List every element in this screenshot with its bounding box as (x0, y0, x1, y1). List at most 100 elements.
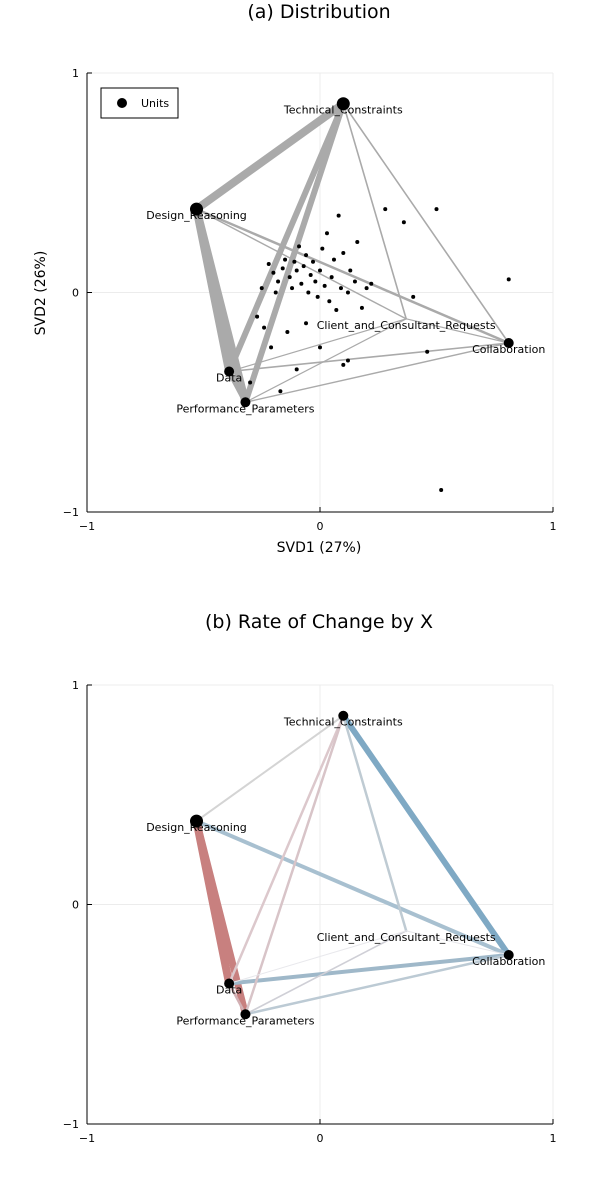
x-tick-label: 1 (550, 1132, 557, 1145)
panel-a-ylabel: SVD2 (26%) (33, 251, 49, 336)
y-tick-label: −1 (63, 506, 79, 519)
unit-point (301, 264, 306, 269)
x-tick-label: −1 (79, 520, 95, 533)
edge-line (405, 930, 510, 956)
panel-b: (b) Rate of Change by X −1 0 1 −1 0 1 Technic… (63, 611, 557, 1145)
edge-line (340, 712, 512, 958)
unit-point (304, 253, 309, 258)
panel-a-title: (a) Distribution (247, 1, 390, 23)
panel-a-units (248, 207, 511, 493)
unit-point (294, 268, 299, 273)
panel-b-title: (b) Rate of Change by X (205, 611, 433, 633)
unit-point (271, 270, 276, 275)
unit-point (329, 275, 334, 280)
unit-point (327, 299, 332, 304)
node-label: Performance_Parameters (176, 1014, 314, 1027)
node-label: Performance_Parameters (176, 402, 314, 415)
node-label: Data (216, 372, 242, 385)
edge-line (227, 714, 345, 985)
node-label: Data (216, 984, 242, 997)
unit-point (345, 290, 350, 295)
unit-point (276, 279, 281, 284)
edge-line (227, 952, 511, 986)
y-tick-label: 0 (72, 287, 79, 300)
y-tick-label: 1 (72, 67, 79, 80)
unit-point (297, 244, 302, 249)
edge-line (192, 99, 348, 214)
unit-point (439, 488, 444, 493)
edge-line (244, 714, 345, 1016)
edge-line (226, 369, 248, 405)
unit-point (304, 321, 309, 326)
edge-line (226, 100, 347, 375)
node-label: Design_Reasoning (146, 209, 247, 222)
unit-point (369, 281, 374, 286)
edge-line (228, 342, 510, 373)
node-point (503, 337, 514, 348)
unit-point (311, 259, 316, 264)
edge-line (228, 930, 407, 985)
edge-line (195, 714, 345, 823)
unit-point (306, 290, 311, 295)
unit-point (336, 213, 341, 218)
x-tick-label: 1 (550, 520, 557, 533)
unit-point (383, 207, 388, 212)
node-label: Client_and_Consultant_Requests (317, 319, 496, 332)
unit-point (273, 290, 278, 295)
unit-point (345, 358, 350, 363)
edge-line (242, 100, 347, 406)
unit-point (401, 220, 406, 225)
y-tick-label: −1 (63, 1118, 79, 1131)
unit-point (299, 281, 304, 286)
x-tick-label: −1 (79, 1132, 95, 1145)
node-point (190, 202, 204, 216)
edge-line (244, 342, 510, 403)
panel-a-node-labels: Technical_Constraints Design_Reasoning Cli… (146, 104, 545, 416)
node-point (503, 949, 514, 960)
unit-point (262, 325, 267, 330)
panel-a-edges (192, 99, 510, 407)
edge-line (342, 714, 408, 933)
unit-point (341, 362, 346, 367)
unit-point (278, 389, 283, 394)
unit-point (425, 349, 430, 354)
unit-point (434, 207, 439, 212)
unit-point (324, 231, 329, 236)
unit-point (341, 250, 346, 255)
unit-point (313, 279, 318, 284)
unit-point (318, 345, 322, 350)
edge-line (244, 318, 407, 403)
unit-point (411, 294, 416, 299)
unit-point (266, 261, 271, 266)
unit-point (292, 259, 297, 264)
edge-line (244, 930, 408, 1016)
unit-point (290, 286, 295, 291)
node-point (190, 814, 204, 828)
unit-point (287, 275, 292, 280)
unit-point (294, 367, 299, 372)
unit-point (352, 279, 357, 284)
unit-point (364, 286, 369, 291)
unit-point (248, 380, 253, 385)
unit-point (334, 308, 339, 313)
panel-a-grid (86, 72, 554, 513)
node-label: Technical_Constraints (283, 716, 403, 729)
unit-point (283, 257, 288, 262)
unit-point (285, 330, 290, 335)
edge-line (405, 318, 510, 344)
node-point (336, 97, 350, 111)
node-label: Design_Reasoning (146, 821, 247, 834)
node-point (224, 366, 235, 377)
node-label: Collaboration (472, 955, 545, 968)
edge-line (342, 102, 408, 320)
panel-a-xlabel: SVD1 (27%) (277, 540, 362, 556)
unit-point (322, 283, 327, 288)
node-point (240, 397, 251, 408)
node-label: Technical_Constraints (283, 104, 403, 117)
panel-b-node-labels: Technical_Constraints Design_Reasoning Cli… (146, 716, 545, 1028)
edge-line (195, 208, 407, 320)
unit-point (315, 294, 320, 299)
legend-marker-units (117, 98, 127, 108)
panel-a-axes: −1 0 1 −1 0 1 (63, 67, 557, 533)
panel-b-axes: −1 0 1 −1 0 1 (63, 679, 557, 1145)
